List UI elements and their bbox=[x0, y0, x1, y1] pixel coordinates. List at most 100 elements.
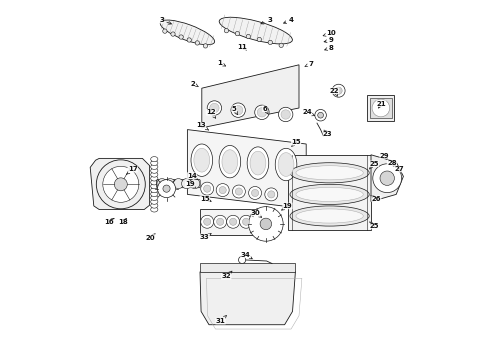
Text: 21: 21 bbox=[376, 101, 386, 108]
Text: 5: 5 bbox=[232, 106, 238, 114]
Text: 15: 15 bbox=[292, 139, 301, 147]
Text: 20: 20 bbox=[146, 234, 155, 240]
Ellipse shape bbox=[194, 148, 210, 172]
Ellipse shape bbox=[151, 195, 158, 201]
Ellipse shape bbox=[275, 148, 297, 181]
Text: 9: 9 bbox=[324, 37, 334, 43]
Circle shape bbox=[278, 107, 293, 122]
Text: 10: 10 bbox=[323, 30, 336, 36]
Circle shape bbox=[315, 109, 326, 121]
Text: 11: 11 bbox=[237, 44, 247, 50]
Ellipse shape bbox=[151, 199, 158, 204]
Circle shape bbox=[260, 218, 271, 230]
Circle shape bbox=[227, 215, 240, 228]
Circle shape bbox=[233, 105, 243, 115]
Circle shape bbox=[171, 32, 175, 36]
Ellipse shape bbox=[151, 172, 158, 177]
Ellipse shape bbox=[151, 192, 158, 197]
Ellipse shape bbox=[296, 166, 363, 180]
Ellipse shape bbox=[296, 209, 363, 223]
Ellipse shape bbox=[151, 203, 158, 208]
Ellipse shape bbox=[290, 163, 369, 183]
Ellipse shape bbox=[222, 150, 238, 174]
Circle shape bbox=[195, 41, 199, 45]
Circle shape bbox=[265, 188, 278, 201]
Text: 22: 22 bbox=[330, 88, 339, 96]
Text: 25: 25 bbox=[369, 161, 379, 169]
Circle shape bbox=[201, 182, 214, 195]
Circle shape bbox=[97, 160, 145, 209]
Circle shape bbox=[231, 103, 245, 117]
Circle shape bbox=[182, 179, 192, 189]
Polygon shape bbox=[90, 158, 149, 210]
Ellipse shape bbox=[278, 153, 294, 176]
Text: 32: 32 bbox=[221, 271, 232, 279]
Bar bbox=[370, 98, 392, 118]
Ellipse shape bbox=[151, 184, 158, 189]
Circle shape bbox=[163, 185, 170, 192]
Circle shape bbox=[251, 189, 259, 197]
Text: 4: 4 bbox=[284, 17, 294, 23]
Ellipse shape bbox=[247, 147, 269, 179]
Circle shape bbox=[240, 215, 252, 228]
Text: 27: 27 bbox=[394, 166, 404, 173]
Circle shape bbox=[373, 164, 402, 193]
Text: 29: 29 bbox=[380, 153, 390, 159]
Ellipse shape bbox=[151, 165, 158, 170]
Circle shape bbox=[214, 215, 227, 228]
Text: 18: 18 bbox=[119, 219, 128, 225]
Ellipse shape bbox=[151, 180, 158, 185]
Circle shape bbox=[279, 43, 283, 48]
Circle shape bbox=[372, 99, 390, 117]
Circle shape bbox=[229, 218, 237, 225]
Circle shape bbox=[114, 178, 127, 191]
Text: 15: 15 bbox=[200, 196, 211, 202]
Bar bbox=[368, 95, 394, 121]
Circle shape bbox=[224, 28, 229, 33]
Ellipse shape bbox=[219, 145, 241, 178]
Circle shape bbox=[248, 207, 283, 241]
Polygon shape bbox=[288, 155, 371, 230]
Circle shape bbox=[157, 179, 167, 189]
Text: 17: 17 bbox=[126, 166, 138, 174]
Circle shape bbox=[201, 215, 214, 228]
Text: 3: 3 bbox=[261, 17, 272, 24]
Circle shape bbox=[216, 184, 229, 197]
Circle shape bbox=[190, 179, 200, 189]
Circle shape bbox=[257, 37, 262, 42]
Circle shape bbox=[187, 38, 192, 42]
Ellipse shape bbox=[151, 188, 158, 193]
Text: 19: 19 bbox=[282, 203, 293, 210]
Ellipse shape bbox=[250, 151, 266, 175]
Text: 30: 30 bbox=[251, 210, 262, 217]
Circle shape bbox=[157, 180, 175, 198]
Circle shape bbox=[219, 186, 226, 194]
Circle shape bbox=[207, 101, 221, 115]
Circle shape bbox=[203, 44, 208, 48]
Circle shape bbox=[281, 110, 291, 119]
Circle shape bbox=[268, 40, 272, 45]
Ellipse shape bbox=[160, 20, 215, 45]
Text: 24: 24 bbox=[302, 109, 315, 116]
Text: 23: 23 bbox=[323, 130, 333, 137]
Ellipse shape bbox=[151, 157, 158, 162]
Polygon shape bbox=[187, 130, 306, 209]
Circle shape bbox=[210, 103, 219, 113]
Text: 8: 8 bbox=[325, 45, 334, 50]
Circle shape bbox=[103, 166, 139, 202]
Ellipse shape bbox=[219, 17, 293, 44]
Text: 28: 28 bbox=[387, 160, 397, 167]
Circle shape bbox=[232, 185, 245, 198]
Circle shape bbox=[217, 218, 224, 225]
Circle shape bbox=[248, 186, 262, 199]
Circle shape bbox=[243, 218, 249, 225]
Text: 7: 7 bbox=[305, 61, 313, 67]
Circle shape bbox=[239, 256, 245, 264]
Circle shape bbox=[268, 191, 275, 198]
Circle shape bbox=[179, 35, 183, 39]
Circle shape bbox=[173, 179, 183, 189]
Ellipse shape bbox=[151, 168, 158, 173]
Ellipse shape bbox=[191, 144, 213, 176]
Text: 6: 6 bbox=[263, 106, 269, 114]
Circle shape bbox=[255, 105, 269, 120]
